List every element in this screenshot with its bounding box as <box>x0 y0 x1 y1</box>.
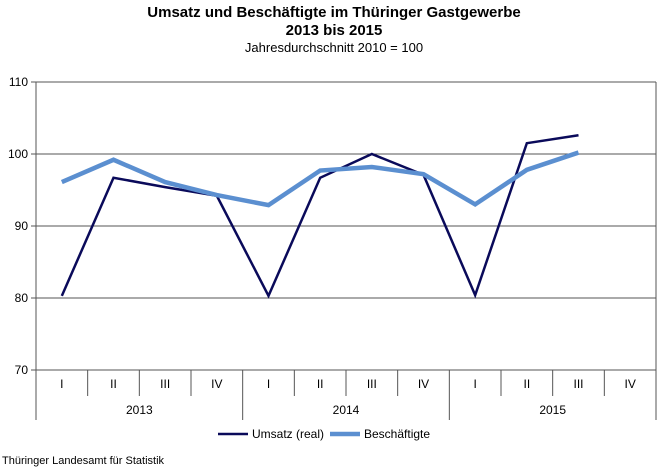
x-tick-label-quarter: III <box>573 377 583 391</box>
footer-source: Thüringer Landesamt für Statistik <box>2 455 165 467</box>
x-tick-label-year: 2015 <box>539 403 566 417</box>
x-tick-label-quarter: III <box>160 377 170 391</box>
chart-title-years: 2013 bis 2015 <box>285 22 383 39</box>
x-tick-label-quarter: II <box>110 377 117 391</box>
x-tick-label-year: 2014 <box>333 403 360 417</box>
series-line-0 <box>60 134 579 299</box>
x-tick-label-quarter: IV <box>418 377 429 391</box>
x-tick-label-year: 2013 <box>126 403 153 417</box>
y-tick-label: 80 <box>15 291 29 305</box>
y-tick-label: 100 <box>8 147 28 161</box>
x-tick-label-quarter: I <box>267 377 270 391</box>
y-tick-label: 110 <box>9 75 28 89</box>
legend-label: Beschäftigte <box>364 427 430 441</box>
chart-subtitle: Jahresdurchschnitt 2010 = 100 <box>244 40 424 55</box>
legend-label: Umsatz (real) <box>252 427 324 441</box>
x-tick-label-quarter: IV <box>211 377 222 391</box>
x-tick-label-quarter: IV <box>624 377 635 391</box>
y-tick-label: 90 <box>15 219 29 233</box>
x-tick-label-quarter: II <box>523 377 530 391</box>
chart-title: Umsatz und Beschäftigte im Thüringer Gas… <box>147 4 521 21</box>
x-tick-label-quarter: I <box>60 377 63 391</box>
x-tick-label-quarter: II <box>317 377 324 391</box>
y-tick-label: 70 <box>15 363 29 377</box>
x-tick-label-quarter: III <box>367 377 377 391</box>
x-tick-label-quarter: I <box>473 377 476 391</box>
